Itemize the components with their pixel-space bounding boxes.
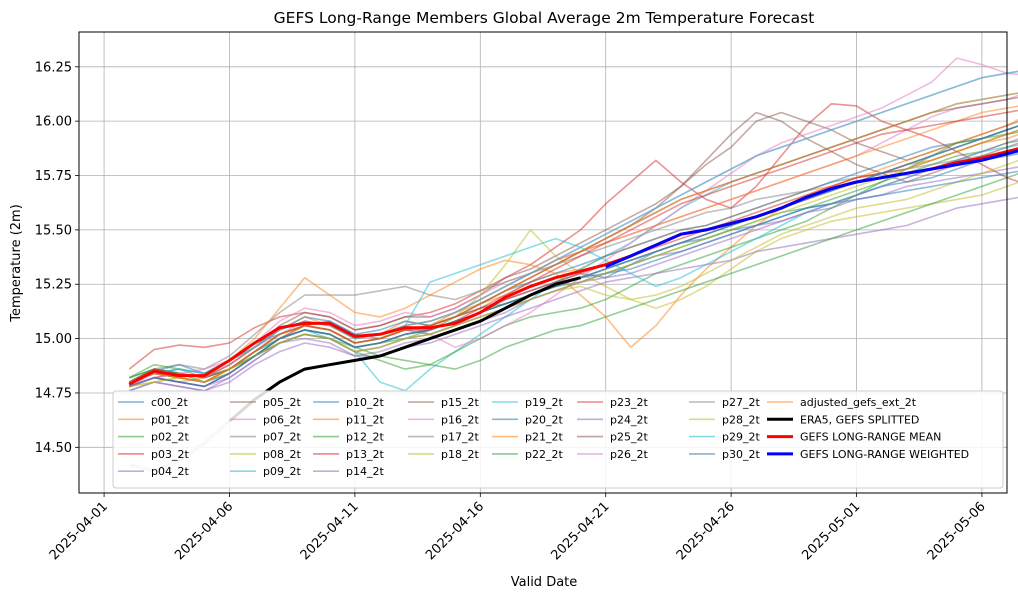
- legend-label: p02_2t: [151, 431, 189, 444]
- legend-label: p18_2t: [441, 448, 479, 461]
- legend-label: p19_2t: [525, 396, 563, 409]
- legend-label: p05_2t: [263, 396, 301, 409]
- x-tick-label: 2025-04-11: [298, 499, 362, 563]
- y-tick-label: 15.50: [35, 223, 72, 238]
- legend-label: p24_2t: [610, 413, 648, 426]
- y-tick-label: 15.00: [35, 332, 72, 347]
- x-tick-label: 2025-05-01: [799, 499, 863, 563]
- legend-label: GEFS LONG-RANGE WEIGHTED: [800, 448, 969, 461]
- legend-label: adjusted_gefs_ext_2t: [800, 396, 917, 409]
- series-line-p29-2t: [128, 70, 1018, 383]
- legend-label: p15_2t: [441, 396, 479, 409]
- gefs-weighted-line: [605, 149, 1018, 269]
- y-tick-label: 15.25: [35, 278, 72, 293]
- era5-line: [228, 276, 581, 423]
- x-tick-label: 2025-04-16: [423, 499, 487, 563]
- x-tick-label: 2025-05-06: [925, 499, 989, 563]
- legend-label: p14_2t: [346, 465, 384, 478]
- legend-label: c00_2t: [151, 396, 189, 409]
- legend-label: p29_2t: [722, 431, 760, 444]
- legend-label: p11_2t: [346, 413, 384, 426]
- series-layer: [128, 57, 1018, 474]
- legend-label: p26_2t: [610, 448, 648, 461]
- legend-label: p23_2t: [610, 396, 648, 409]
- series-line-p07-2t: [128, 148, 1018, 383]
- legend-label: p28_2t: [722, 413, 760, 426]
- legend-label: ERA5, GEFS SPLITTED: [800, 413, 919, 426]
- y-tick-label: 14.75: [35, 386, 72, 401]
- legend-label: p03_2t: [151, 448, 189, 461]
- y-axis-label: Temperature (2m): [9, 204, 24, 323]
- x-tick-label: 2025-04-06: [172, 499, 236, 563]
- series-line-adjusted-gefs-ext-2t: [128, 92, 1018, 383]
- legend-label: p10_2t: [346, 396, 384, 409]
- legend-label: p12_2t: [346, 431, 384, 444]
- series-line-p03-2t: [128, 103, 1018, 370]
- y-tick-label: 16.00: [35, 115, 72, 130]
- legend-label: p01_2t: [151, 413, 189, 426]
- legend-label: p16_2t: [441, 413, 479, 426]
- x-axis-label: Valid Date: [511, 575, 578, 590]
- legend-label: p21_2t: [525, 431, 563, 444]
- legend-label: p06_2t: [263, 413, 301, 426]
- x-tick-label: 2025-04-21: [548, 499, 612, 563]
- legend-label: p30_2t: [722, 448, 760, 461]
- legend-box: [112, 390, 1004, 489]
- legend: c00_2t p01_2t p02_2t p03_2t p04_2t p05_2t p06_…: [112, 390, 1004, 489]
- legend-label: p08_2t: [263, 448, 301, 461]
- legend-label: p22_2t: [525, 448, 563, 461]
- y-tick-label: 14.50: [35, 441, 72, 456]
- series-line-p30-2t: [128, 125, 1018, 388]
- legend-label: p13_2t: [346, 448, 384, 461]
- y-tick-label: 15.75: [35, 169, 72, 184]
- legend-label: p04_2t: [151, 465, 189, 478]
- legend-label: p09_2t: [263, 465, 301, 478]
- y-tick-label: 16.25: [35, 60, 72, 75]
- legend-label: p07_2t: [263, 431, 301, 444]
- legend-label: GEFS LONG-RANGE MEAN: [800, 431, 941, 444]
- legend-label: p27_2t: [722, 396, 760, 409]
- x-tick-label: 2025-04-26: [674, 499, 738, 563]
- legend-label: p17_2t: [441, 431, 479, 444]
- legend-label: p25_2t: [610, 431, 648, 444]
- chart-title: GEFS Long-Range Members Global Average 2…: [274, 9, 815, 27]
- series-line-p14-2t: [128, 196, 1018, 392]
- series-line-p28-2t: [129, 129, 1018, 388]
- legend-label: p20_2t: [525, 413, 563, 426]
- plot-frame: [78, 31, 1008, 494]
- x-tick-label: 2025-04-01: [47, 499, 111, 563]
